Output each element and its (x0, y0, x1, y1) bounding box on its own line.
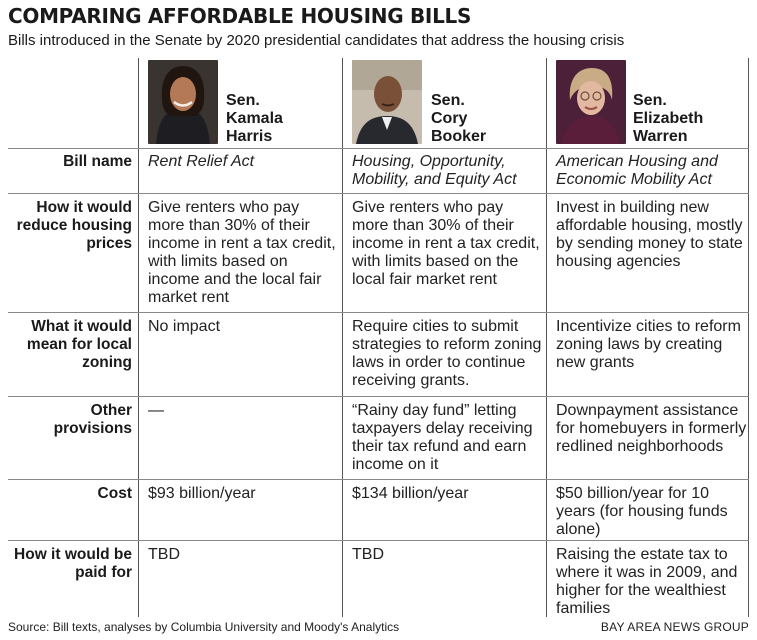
reduce-prices-harris: Give renters who pay more than 30% of th… (148, 199, 336, 306)
harris-portrait (148, 60, 218, 144)
row-divider (8, 193, 749, 194)
booker-portrait (352, 60, 422, 144)
cost-warren: $50 billion/year for 10 years (for housi… (556, 485, 728, 538)
row-divider (8, 479, 749, 480)
row-label-paid-for: How it would be paid for (14, 546, 132, 581)
row-label-bill-name: Bill name (63, 153, 132, 170)
paid-for-harris: TBD (148, 546, 180, 563)
other-provisions-harris: — (148, 402, 164, 419)
local-zoning-harris: No impact (148, 318, 221, 335)
paid-for-booker: TBD (352, 546, 384, 563)
other-provisions-warren: Downpayment assistance for homebuyers in… (556, 402, 747, 455)
cost-harris: $93 billion/year (148, 485, 256, 502)
candidate-name-harris: Sen. Kamala Harris (226, 92, 283, 145)
column-divider-4 (748, 58, 749, 617)
page-subtitle: Bills introduced in the Senate by 2020 p… (8, 32, 625, 49)
publisher-credit: BAY AREA NEWS GROUP (600, 620, 749, 634)
source-note: Source: Bill texts, analyses by Columbia… (8, 620, 400, 634)
candidate-name-booker: Sen. Cory Booker (431, 92, 487, 145)
row-divider (8, 312, 749, 313)
paid-for-warren: Raising the estate tax to where it was i… (556, 546, 738, 617)
reduce-prices-booker: Give renters who pay more than 30% of th… (352, 199, 540, 288)
other-provisions-booker: “Rainy day fund” letting taxpayers delay… (352, 402, 533, 473)
bill-name-harris: Rent Relief Act (148, 153, 255, 170)
row-divider (8, 396, 749, 397)
row-label-other-provisions: Other provisions (53, 402, 132, 437)
bill-name-warren: American Housing and Economic Mobility A… (556, 153, 718, 188)
row-label-reduce-prices: How it would reduce housing prices (16, 199, 132, 252)
reduce-prices-warren: Invest in building new affordable housin… (556, 199, 743, 270)
page-title: COMPARING AFFORDABLE HOUSING BILLS (8, 4, 472, 28)
bill-name-booker: Housing, Opportunity, Mobility, and Equi… (352, 153, 517, 188)
row-divider (8, 148, 749, 149)
column-divider-1 (138, 58, 139, 617)
column-divider-3 (546, 58, 547, 617)
local-zoning-booker: Require cities to submit strategies to r… (352, 318, 542, 389)
row-divider (8, 540, 749, 541)
row-label-cost: Cost (97, 485, 132, 502)
local-zoning-warren: Incentivize cities to reform zoning laws… (556, 318, 741, 371)
cost-booker: $134 billion/year (352, 485, 469, 502)
warren-portrait (556, 60, 626, 144)
candidate-name-warren: Sen. Elizabeth Warren (633, 92, 704, 145)
column-divider-2 (342, 58, 343, 617)
row-label-local-zoning: What it would mean for local zoning (26, 318, 132, 371)
